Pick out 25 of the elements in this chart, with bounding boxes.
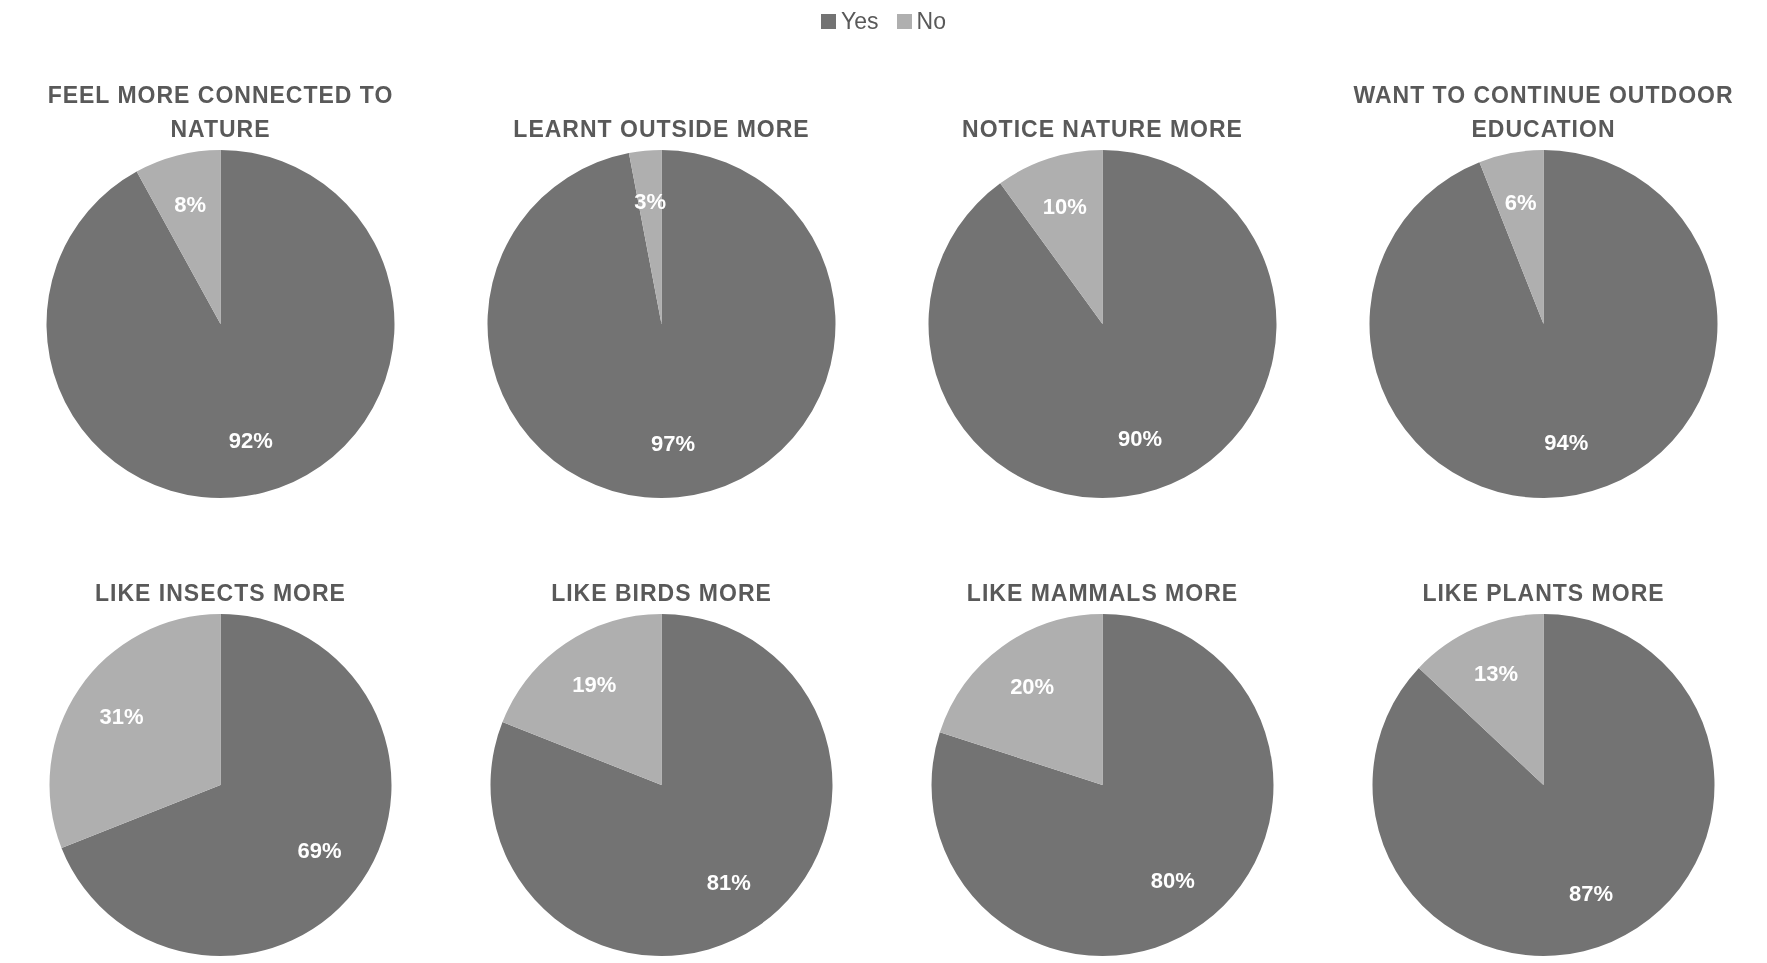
data-label: 81% — [706, 870, 751, 896]
data-label: 10% — [1042, 194, 1087, 220]
chart-title: WANT TO CONTINUE OUTDOOR EDUCATION — [1352, 81, 1735, 144]
data-label: 69% — [297, 838, 342, 864]
data-label: 13% — [1473, 661, 1518, 687]
data-label: 8% — [174, 192, 207, 218]
data-label: 87% — [1569, 880, 1614, 906]
data-label: 94% — [1544, 429, 1589, 455]
data-label: 92% — [228, 428, 273, 454]
chart-title: LIKE MAMMALS MORE — [965, 579, 1240, 608]
text: FEEL MORE CONNECTED TO NATURE — [46, 81, 395, 144]
data-label: 31% — [99, 703, 144, 729]
legend-label: No — [916, 7, 946, 35]
legend-label: Yes — [841, 7, 879, 35]
data-label: 6% — [1504, 190, 1537, 216]
chart-title: LIKE INSECTS MORE — [94, 579, 347, 608]
chart-title: LIKE PLANTS MORE — [1421, 579, 1666, 608]
chart-title: NOTICE NATURE MORE — [961, 115, 1244, 144]
data-label: 90% — [1118, 425, 1163, 451]
chart-title: LIKE BIRDS MORE — [550, 579, 773, 608]
data-label: 19% — [572, 672, 617, 698]
chart-title: LEARNT OUTSIDE MORE — [512, 115, 811, 144]
data-label: 97% — [650, 431, 695, 457]
data-label: 80% — [1150, 867, 1195, 893]
data-label: 20% — [1010, 674, 1055, 700]
